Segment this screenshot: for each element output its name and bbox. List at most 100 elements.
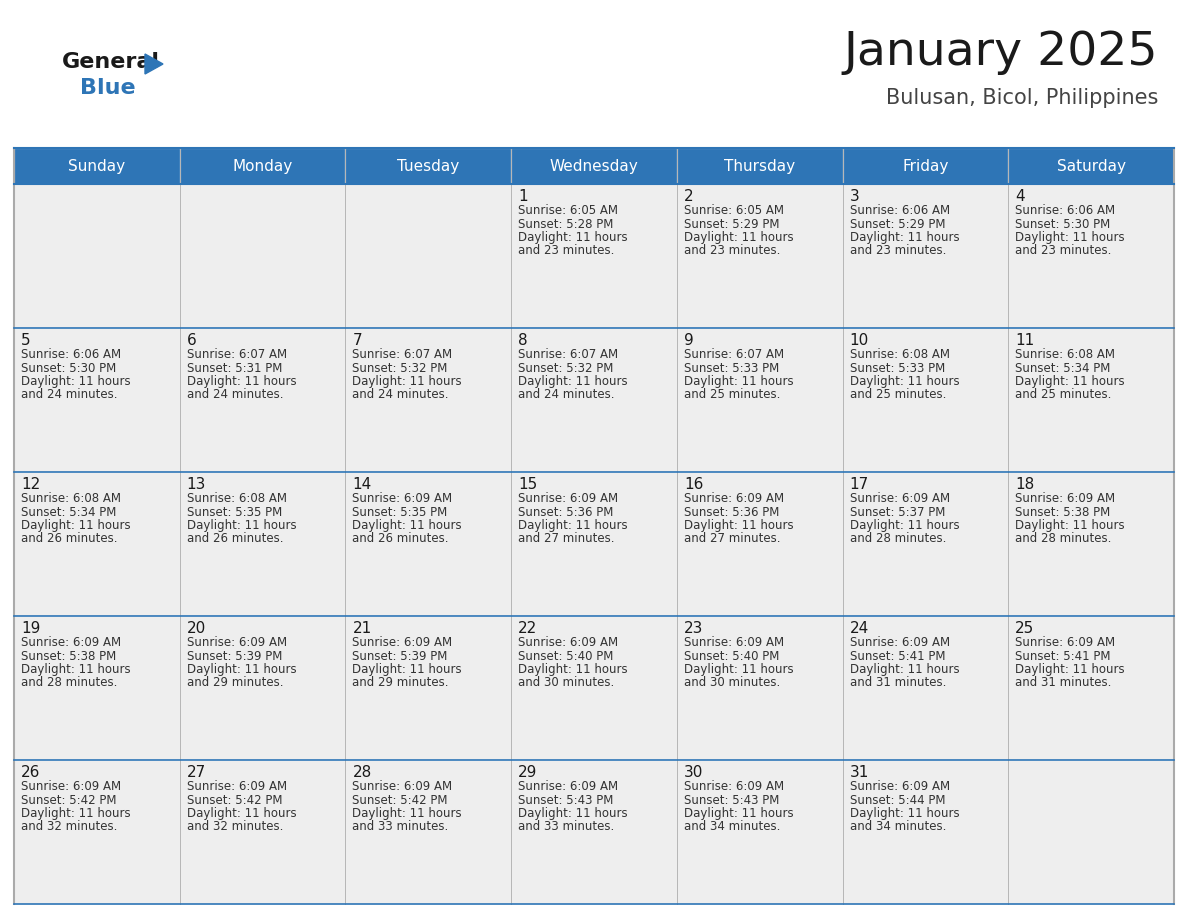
Text: 4: 4: [1016, 189, 1025, 204]
Text: Sunset: 5:35 PM: Sunset: 5:35 PM: [353, 506, 448, 519]
Text: Sunset: 5:40 PM: Sunset: 5:40 PM: [518, 650, 613, 663]
Text: Daylight: 11 hours: Daylight: 11 hours: [187, 807, 296, 820]
Text: Sunset: 5:30 PM: Sunset: 5:30 PM: [1016, 218, 1111, 230]
Bar: [346, 472, 511, 616]
Text: Sunrise: 6:08 AM: Sunrise: 6:08 AM: [21, 492, 121, 505]
Text: Saturday: Saturday: [1056, 159, 1126, 174]
Text: Daylight: 11 hours: Daylight: 11 hours: [518, 375, 627, 388]
Text: Daylight: 11 hours: Daylight: 11 hours: [21, 519, 131, 532]
Text: Sunset: 5:32 PM: Sunset: 5:32 PM: [353, 362, 448, 375]
Text: Sunset: 5:39 PM: Sunset: 5:39 PM: [353, 650, 448, 663]
Text: and 32 minutes.: and 32 minutes.: [187, 821, 283, 834]
Bar: [346, 616, 511, 760]
Bar: [677, 760, 842, 904]
Text: and 25 minutes.: and 25 minutes.: [849, 388, 946, 401]
Text: Sunrise: 6:09 AM: Sunrise: 6:09 AM: [518, 636, 618, 649]
Bar: [511, 472, 677, 616]
Text: Daylight: 11 hours: Daylight: 11 hours: [353, 375, 462, 388]
Text: 26: 26: [21, 765, 40, 780]
Text: Daylight: 11 hours: Daylight: 11 hours: [187, 519, 296, 532]
Text: and 27 minutes.: and 27 minutes.: [684, 532, 781, 545]
Text: 30: 30: [684, 765, 703, 780]
Text: Sunrise: 6:07 AM: Sunrise: 6:07 AM: [353, 348, 453, 361]
Text: Sunset: 5:44 PM: Sunset: 5:44 PM: [849, 793, 946, 807]
Bar: [511, 760, 677, 904]
Bar: [346, 184, 511, 328]
Bar: [1009, 472, 1174, 616]
Text: 20: 20: [187, 621, 206, 636]
Text: Sunset: 5:29 PM: Sunset: 5:29 PM: [849, 218, 946, 230]
Text: and 23 minutes.: and 23 minutes.: [1016, 244, 1112, 258]
Bar: [511, 616, 677, 760]
Text: Sunset: 5:32 PM: Sunset: 5:32 PM: [518, 362, 613, 375]
Bar: [14, 616, 179, 760]
Bar: [1009, 616, 1174, 760]
Text: 24: 24: [849, 621, 868, 636]
Text: and 28 minutes.: and 28 minutes.: [849, 532, 946, 545]
Text: and 25 minutes.: and 25 minutes.: [1016, 388, 1112, 401]
Bar: [677, 328, 842, 472]
Text: and 34 minutes.: and 34 minutes.: [849, 821, 946, 834]
Text: Sunset: 5:38 PM: Sunset: 5:38 PM: [1016, 506, 1111, 519]
Bar: [842, 616, 1009, 760]
Text: Sunrise: 6:09 AM: Sunrise: 6:09 AM: [353, 780, 453, 793]
Text: January 2025: January 2025: [843, 30, 1158, 75]
Text: Friday: Friday: [902, 159, 948, 174]
Text: and 23 minutes.: and 23 minutes.: [684, 244, 781, 258]
Text: 21: 21: [353, 621, 372, 636]
Text: 1: 1: [518, 189, 527, 204]
Text: and 33 minutes.: and 33 minutes.: [353, 821, 449, 834]
Text: Sunset: 5:41 PM: Sunset: 5:41 PM: [849, 650, 946, 663]
Bar: [1009, 328, 1174, 472]
Text: 16: 16: [684, 477, 703, 492]
Text: Sunrise: 6:09 AM: Sunrise: 6:09 AM: [187, 636, 286, 649]
Text: Daylight: 11 hours: Daylight: 11 hours: [684, 807, 794, 820]
Text: Sunrise: 6:05 AM: Sunrise: 6:05 AM: [518, 204, 618, 217]
Bar: [842, 148, 1009, 184]
Text: Sunrise: 6:09 AM: Sunrise: 6:09 AM: [849, 780, 949, 793]
Bar: [179, 184, 346, 328]
Text: Sunset: 5:33 PM: Sunset: 5:33 PM: [684, 362, 779, 375]
Text: Daylight: 11 hours: Daylight: 11 hours: [849, 519, 959, 532]
Text: 5: 5: [21, 333, 31, 348]
Bar: [179, 616, 346, 760]
Text: and 29 minutes.: and 29 minutes.: [353, 677, 449, 689]
Text: Monday: Monday: [233, 159, 292, 174]
Text: and 32 minutes.: and 32 minutes.: [21, 821, 118, 834]
Text: Daylight: 11 hours: Daylight: 11 hours: [1016, 375, 1125, 388]
Text: Sunset: 5:35 PM: Sunset: 5:35 PM: [187, 506, 282, 519]
Text: and 34 minutes.: and 34 minutes.: [684, 821, 781, 834]
Text: Sunset: 5:30 PM: Sunset: 5:30 PM: [21, 362, 116, 375]
Text: 14: 14: [353, 477, 372, 492]
Text: Sunset: 5:34 PM: Sunset: 5:34 PM: [21, 506, 116, 519]
Bar: [14, 184, 179, 328]
Text: Sunset: 5:40 PM: Sunset: 5:40 PM: [684, 650, 779, 663]
Text: and 31 minutes.: and 31 minutes.: [849, 677, 946, 689]
Text: Daylight: 11 hours: Daylight: 11 hours: [518, 231, 627, 244]
Text: and 23 minutes.: and 23 minutes.: [849, 244, 946, 258]
Text: and 31 minutes.: and 31 minutes.: [1016, 677, 1112, 689]
Text: 23: 23: [684, 621, 703, 636]
Text: Daylight: 11 hours: Daylight: 11 hours: [518, 663, 627, 676]
Bar: [179, 472, 346, 616]
Text: and 27 minutes.: and 27 minutes.: [518, 532, 614, 545]
Text: General: General: [62, 52, 160, 72]
Text: 25: 25: [1016, 621, 1035, 636]
Text: 7: 7: [353, 333, 362, 348]
Text: Sunset: 5:36 PM: Sunset: 5:36 PM: [684, 506, 779, 519]
Text: Sunrise: 6:09 AM: Sunrise: 6:09 AM: [1016, 636, 1116, 649]
Text: Sunrise: 6:06 AM: Sunrise: 6:06 AM: [21, 348, 121, 361]
Bar: [677, 472, 842, 616]
Text: Sunset: 5:42 PM: Sunset: 5:42 PM: [21, 793, 116, 807]
Text: 12: 12: [21, 477, 40, 492]
Bar: [14, 472, 179, 616]
Bar: [1009, 760, 1174, 904]
Text: and 29 minutes.: and 29 minutes.: [187, 677, 283, 689]
Text: Daylight: 11 hours: Daylight: 11 hours: [518, 807, 627, 820]
Text: and 24 minutes.: and 24 minutes.: [518, 388, 614, 401]
Text: and 30 minutes.: and 30 minutes.: [684, 677, 781, 689]
Bar: [511, 328, 677, 472]
Text: Sunrise: 6:09 AM: Sunrise: 6:09 AM: [849, 492, 949, 505]
Bar: [346, 760, 511, 904]
Text: Sunrise: 6:09 AM: Sunrise: 6:09 AM: [518, 492, 618, 505]
